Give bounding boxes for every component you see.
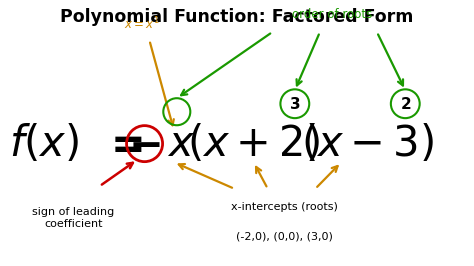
Text: $\mathbf{\mathit{x}}$: $\mathbf{\mathit{x}}$ [167,123,195,165]
Text: Polynomial Function: Factored Form: Polynomial Function: Factored Form [60,8,414,26]
Text: $\mathbf{\mathit{(x-3)}}$: $\mathbf{\mathit{(x-3)}}$ [301,123,434,165]
Text: (-2,0), (0,0), (3,0): (-2,0), (0,0), (3,0) [236,231,333,242]
Text: $\mathbf{-}$: $\mathbf{-}$ [128,123,161,165]
Text: order of roots: order of roots [292,8,372,21]
Text: sign of leading
coefficient: sign of leading coefficient [32,207,115,229]
Text: $\mathbf{2}$: $\mathbf{2}$ [400,96,411,112]
Text: x-intercepts (roots): x-intercepts (roots) [231,202,338,212]
Text: $\mathit{x = x^1}$: $\mathit{x = x^1}$ [124,15,160,32]
Text: $\mathbf{=}$: $\mathbf{=}$ [102,123,142,165]
Text: $\mathbf{3}$: $\mathbf{3}$ [289,96,301,112]
Text: $\mathbf{\mathit{(x+2)}}$: $\mathbf{\mathit{(x+2)}}$ [187,123,320,165]
Text: $\mathbf{\mathit{f(x)}}$: $\mathbf{\mathit{f(x)}}$ [9,123,80,165]
